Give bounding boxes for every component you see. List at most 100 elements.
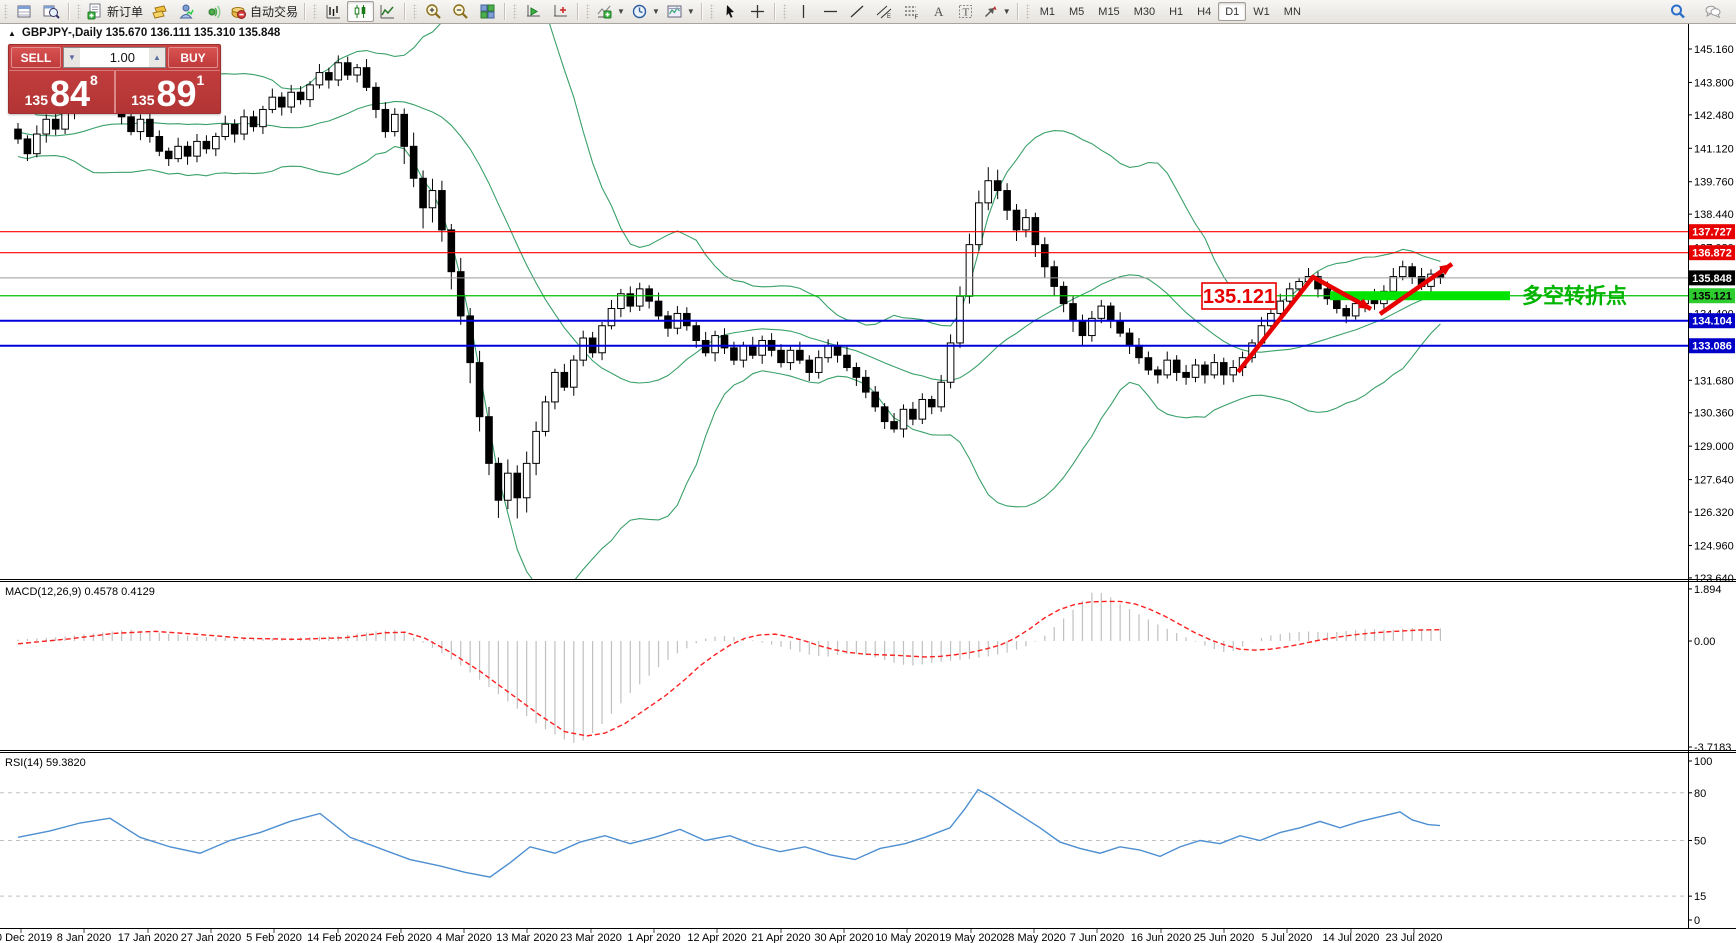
- arrows-icon[interactable]: ▼: [979, 1, 1014, 22]
- rsi-indicator-label: RSI(14) 59.3820: [5, 757, 86, 769]
- auto-scroll-icon[interactable]: [520, 1, 547, 22]
- line-chart-icon: [380, 5, 395, 19]
- buy-price-pips: 89: [156, 73, 197, 115]
- templates-icon[interactable]: ▼: [663, 1, 698, 22]
- text-label-icon[interactable]: T: [952, 1, 979, 22]
- chart-header: ▲ GBPJPY-,Daily 135.670 136.111 135.310 …: [8, 27, 280, 39]
- fibonacci-icon[interactable]: F: [898, 1, 925, 22]
- timeframe-h4-button[interactable]: H4: [1197, 5, 1212, 18]
- autotrading-button[interactable]: 自动交易: [227, 1, 301, 22]
- indicators-icon[interactable]: ▼: [593, 1, 628, 22]
- rsi-pane[interactable]: RSI(14) 59.3820 100 80 50 15 0: [0, 756, 1712, 927]
- chart-shift-icon[interactable]: [547, 1, 574, 22]
- toolbar-drag-handle[interactable]: [413, 3, 418, 20]
- date-tick-label: 19 May 2020: [939, 932, 1003, 943]
- svg-text:T: T: [962, 7, 969, 19]
- zoom-in-icon[interactable]: [420, 1, 447, 22]
- date-tick-label: 27 Jan 2020: [181, 932, 242, 943]
- timeframe-m5-button[interactable]: M5: [1069, 5, 1085, 18]
- depth-of-market-icon[interactable]: [146, 1, 173, 22]
- trend-arrow-1[interactable]: [1236, 274, 1373, 374]
- support-zone-segment[interactable]: [1330, 291, 1510, 301]
- equidistant-channel-icon[interactable]: E: [871, 1, 898, 22]
- price-badge-text: 136.872: [1692, 248, 1732, 260]
- line-chart-icon[interactable]: [374, 1, 401, 22]
- date-tick-label: 1 Apr 2020: [627, 932, 680, 943]
- chat-icon[interactable]: [1699, 1, 1726, 22]
- price-tick-label: 127.640: [1694, 475, 1734, 487]
- timeframe-d1-button[interactable]: D1: [1218, 2, 1247, 21]
- market-watch-icon: [179, 4, 194, 19]
- volume-down-button[interactable]: ▼: [64, 48, 80, 67]
- toolbar-drag-handle[interactable]: [782, 3, 787, 20]
- chevron-down-icon[interactable]: ▼: [651, 7, 660, 16]
- date-tick-label: 16 Jun 2020: [1131, 932, 1192, 943]
- toolbar-drag-handle[interactable]: [4, 3, 8, 20]
- chevron-down-icon[interactable]: ▼: [617, 7, 625, 16]
- volume-up-button[interactable]: ▲: [149, 48, 165, 67]
- tile-windows-icon[interactable]: [474, 1, 501, 22]
- vertical-line-icon[interactable]: [790, 1, 817, 22]
- trendline-icon[interactable]: [844, 1, 871, 22]
- sell-button[interactable]: SELL: [11, 47, 61, 68]
- data-window-icon[interactable]: [38, 1, 65, 22]
- timeframe-w1-button[interactable]: W1: [1253, 5, 1270, 18]
- candlestick-chart-icon[interactable]: [347, 1, 375, 22]
- bar-chart-icon: [326, 5, 341, 19]
- buy-price[interactable]: 135 89 1: [116, 71, 221, 113]
- cursor-icon[interactable]: [717, 1, 744, 22]
- price-tick-label: 124.960: [1694, 540, 1734, 552]
- toolbar-drag-handle[interactable]: [313, 3, 318, 20]
- horizontal-line-icon[interactable]: [817, 1, 844, 22]
- chevron-down-icon[interactable]: ▼: [686, 7, 695, 16]
- trendline-icon: [850, 5, 864, 18]
- volume-stepper: ▼ 1.00 ▲: [63, 47, 166, 68]
- timeframe-h1-button[interactable]: H1: [1169, 5, 1184, 18]
- price-label-box[interactable]: [1201, 282, 1277, 310]
- toolbar-drag-handle[interactable]: [586, 3, 591, 20]
- text-icon[interactable]: A: [925, 1, 952, 22]
- collapse-panel-icon[interactable]: ▲: [8, 28, 16, 38]
- svg-text:F: F: [914, 15, 918, 20]
- timeframe-m30-button[interactable]: M30: [1133, 5, 1156, 18]
- toolbar-drag-handle[interactable]: [513, 3, 518, 20]
- timeframe-m1-button[interactable]: M1: [1039, 5, 1055, 18]
- sell-price-big-figure: 135: [24, 92, 48, 108]
- price-badge: [1689, 288, 1735, 304]
- templates-icon: [667, 5, 682, 18]
- price-badge-text: 133.086: [1692, 341, 1732, 353]
- trend-arrow-2[interactable]: [1378, 262, 1454, 316]
- buy-button[interactable]: BUY: [168, 47, 218, 68]
- date-tick-label: 14 Jul 2020: [1323, 932, 1380, 943]
- timeframe-mn-button[interactable]: MN: [1283, 5, 1301, 18]
- symbol-ohlc-text: GBPJPY-,Daily 135.670 136.111 135.310 13…: [21, 27, 281, 39]
- text-label-icon: T: [958, 5, 972, 19]
- bar-chart-icon[interactable]: [320, 1, 347, 22]
- price-axis[interactable]: 145.160 143.800 142.480 141.120 139.760 138.4…: [1688, 24, 1735, 929]
- price-tick-label: 139.760: [1694, 177, 1734, 189]
- periods-icon[interactable]: ▼: [628, 1, 663, 22]
- price-tick-label: 145.160: [1694, 44, 1734, 56]
- zoom-out-icon[interactable]: [447, 1, 474, 22]
- sell-price[interactable]: 135 84 8: [9, 71, 116, 113]
- date-tick-label: 23 Mar 2020: [560, 932, 622, 943]
- macd-pane[interactable]: MACD(12,26,9) 0.4578 0.4129 1.894 0.00 -3.7…: [5, 584, 1731, 754]
- market-watch-icon[interactable]: [173, 1, 200, 22]
- fibonacci-icon: F: [904, 6, 918, 20]
- price-tick-label: 138.440: [1694, 209, 1734, 221]
- toolbar-drag-handle[interactable]: [709, 3, 714, 20]
- charts-window-icon[interactable]: [11, 1, 38, 22]
- timeframe-m15-button[interactable]: M15: [1098, 5, 1120, 18]
- signals-icon[interactable]: [200, 1, 227, 22]
- date-tick-label: 21 Apr 2020: [751, 932, 810, 943]
- toolbar-drag-handle[interactable]: [77, 3, 81, 20]
- crosshair-icon[interactable]: [744, 1, 771, 22]
- volume-value[interactable]: 1.00: [109, 50, 135, 65]
- data-window-icon: [43, 5, 60, 19]
- search-icon[interactable]: [1664, 1, 1691, 22]
- svg-text:E: E: [887, 14, 891, 20]
- chevron-down-icon[interactable]: ▼: [1002, 7, 1011, 16]
- new-order-button[interactable]: 新订单: [84, 1, 146, 22]
